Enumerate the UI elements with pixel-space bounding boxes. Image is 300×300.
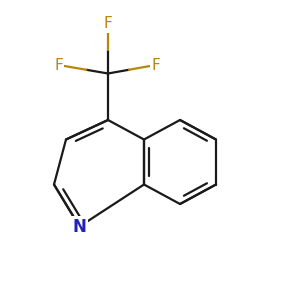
Text: N: N [73,218,86,236]
Text: F: F [103,16,112,32]
Text: F: F [54,58,63,74]
Text: F: F [152,58,160,74]
